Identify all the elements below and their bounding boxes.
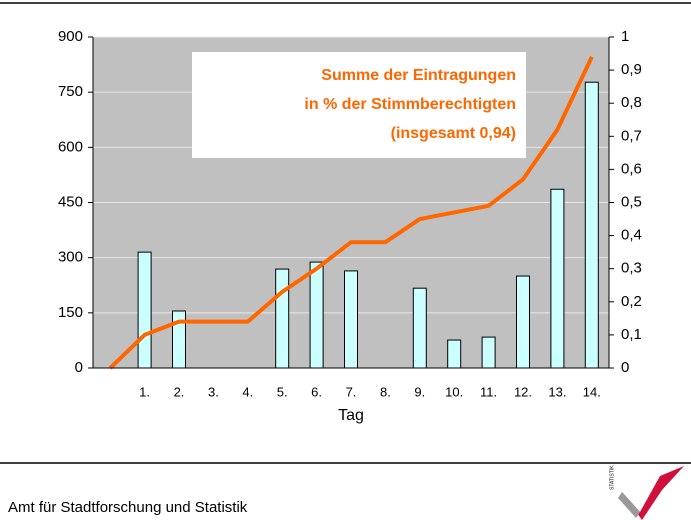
bar — [584, 81, 599, 369]
footer-text: Amt für Stadtforschung und Statistik — [8, 499, 248, 516]
x-tick-label: 13. — [548, 384, 566, 399]
x-axis-label: Tag — [338, 407, 364, 424]
bar — [481, 336, 496, 369]
y-tick-label: 450 — [58, 193, 83, 210]
line — [108, 56, 594, 370]
x-tick-label: 6. — [311, 384, 322, 399]
y2-tick-label: 0,1 — [621, 326, 642, 343]
bar — [275, 268, 290, 369]
bar — [516, 275, 530, 369]
x-tick-label: 5. — [277, 384, 288, 399]
y-tick-label: 900 — [58, 28, 83, 45]
y-tick-label: 600 — [58, 138, 83, 155]
logo-shadow — [618, 492, 640, 518]
annotation: Summe der Eintragungen — [321, 67, 516, 84]
x-tick-label: 3. — [208, 384, 219, 399]
y-tick-label: 150 — [58, 304, 83, 321]
bar — [309, 261, 324, 369]
x-tick-label: 7. — [346, 384, 357, 399]
bar — [447, 339, 462, 369]
y2-tick-label: 0,9 — [621, 61, 642, 78]
x-tick-label: 9. — [414, 384, 425, 399]
y-tick-label: 0 — [75, 359, 83, 376]
y2-tick-label: 0 — [621, 359, 629, 376]
x-tick-label: 4. — [242, 384, 253, 399]
bar — [172, 310, 186, 369]
bar — [412, 287, 427, 369]
x-tick-label: 11. — [480, 384, 497, 399]
annotation: (insgesamt 0,94) — [391, 125, 516, 142]
bar — [137, 251, 152, 369]
x-tick-label: 1. — [139, 384, 150, 399]
x-tick-label: 14. — [583, 384, 601, 399]
y2-tick-label: 0,6 — [621, 160, 642, 177]
x-tick-label: 2. — [174, 384, 185, 399]
annotation: in % der Stimmberechtigten — [304, 96, 516, 113]
y2-tick-label: 0,5 — [621, 193, 642, 210]
bar — [344, 270, 358, 369]
y2-tick-label: 0,4 — [621, 227, 642, 244]
x-tick-label: 8. — [380, 384, 391, 399]
logo: STATISTIK — [606, 465, 686, 520]
chart: 0 150 300 450 600 750 900 0 0,1 0,2 0,3 0,4 0,5 0,6 0,… — [58, 28, 642, 424]
y2-tick-label: 0,2 — [621, 293, 642, 310]
y2-tick-label: 0,3 — [621, 260, 642, 277]
y-tick-label: 300 — [58, 249, 83, 266]
y2-tick-label: 1 — [621, 28, 629, 45]
logo-text: STATISTIK — [609, 465, 615, 490]
y-tick-label: 750 — [58, 83, 83, 100]
annotation-box — [192, 52, 526, 158]
x-tick-label: 12. — [514, 384, 532, 399]
y2-tick-label: 0,7 — [621, 127, 642, 144]
logo-shape — [622, 466, 684, 520]
y2-tick-label: 0,8 — [621, 94, 642, 111]
x-tick-label: 10. — [445, 384, 463, 399]
bar — [550, 188, 565, 369]
